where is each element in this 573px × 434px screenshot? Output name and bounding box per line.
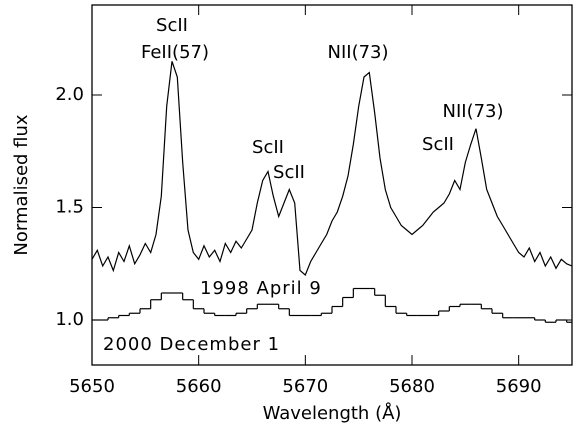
series-label: 2000 December 1 [103,334,280,355]
series-label: 1998 April 9 [200,278,322,299]
spectrum-line [91,61,573,276]
y-tick-label: 1.0 [55,309,84,330]
y-tick-label: 1.5 [55,197,84,218]
plot-frame [91,4,573,366]
x-tick-label: 5660 [176,376,222,397]
x-tick-label: 5680 [389,376,435,397]
line-annotation: ScII [252,137,284,158]
x-axis-label: Wavelength (Å) [263,402,402,424]
y-tick-label: 2.0 [55,84,84,105]
x-tick-label: 5650 [69,376,115,397]
line-annotation: NII(73) [442,101,503,122]
y-axis-label: Normalised flux [11,114,32,255]
line-annotation: ScII [422,134,454,155]
line-annotation: ScII [273,162,305,183]
x-tick-label: 5690 [496,376,542,397]
line-annotation: NII(73) [327,42,388,63]
line-annotation: ScII [156,15,188,36]
x-tick-label: 5670 [282,376,328,397]
line-annotation: FeII(57) [141,42,209,63]
